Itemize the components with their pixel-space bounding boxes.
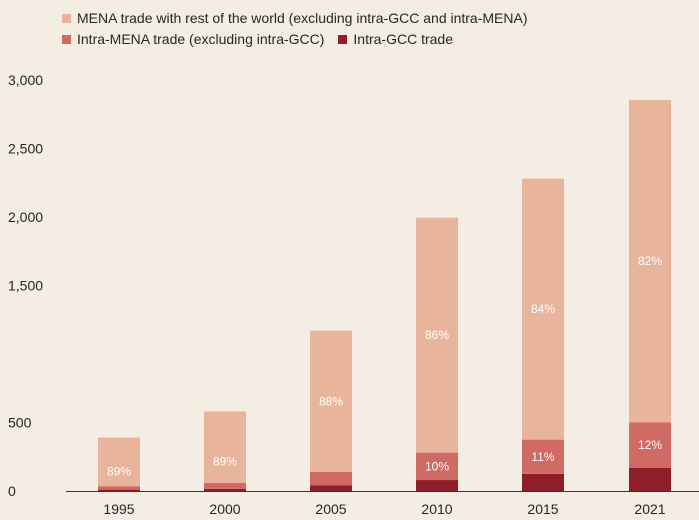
- data-label-rest-of-world: 82%: [638, 254, 662, 268]
- bar-segment-intra-gcc: [522, 473, 564, 491]
- y-tick-label: 0: [8, 483, 16, 499]
- legend: MENA trade with rest of the world (exclu…: [62, 8, 542, 50]
- bar-segment-intra-gcc: [98, 489, 140, 491]
- legend-item-intra-gcc: Intra-GCC trade: [338, 29, 453, 50]
- bar-segment-intra-mena: [98, 486, 140, 490]
- y-tick-label: 3,000: [8, 72, 43, 88]
- data-label-rest-of-world: 88%: [319, 394, 343, 408]
- legend-row-2: Intra-MENA trade (excluding intra-GCC) I…: [62, 29, 542, 50]
- bar-segment-rest-of-world: [416, 217, 458, 453]
- bar-segment-intra-mena: [204, 482, 246, 489]
- x-tick-label: 2010: [421, 501, 452, 517]
- y-tick-label: 2,500: [8, 141, 43, 157]
- bar-segment-rest-of-world: [98, 437, 140, 487]
- legend-row-1: MENA trade with rest of the world (exclu…: [62, 8, 542, 29]
- data-label-rest-of-world: 89%: [213, 454, 237, 468]
- bar-segment-intra-gcc: [204, 488, 246, 491]
- y-tick-label: 500: [8, 415, 32, 431]
- x-tick-label: 2000: [209, 501, 240, 517]
- legend-label-intra-mena: Intra-MENA trade (excluding intra-GCC): [77, 31, 325, 47]
- bar-segment-intra-gcc: [629, 467, 671, 491]
- legend-swatch-intra-gcc: [338, 35, 348, 44]
- data-label-intra-mena: 10%: [425, 459, 449, 473]
- bar-segment-intra-gcc: [416, 480, 458, 491]
- x-tick-label: 1995: [103, 501, 134, 517]
- bar-segment-intra-mena: [310, 471, 352, 486]
- bar-segment-intra-mena: [629, 422, 671, 468]
- bar-segment-intra-gcc: [310, 485, 352, 491]
- data-label-rest-of-world: 84%: [531, 302, 555, 316]
- bar-segment-intra-mena: [416, 452, 458, 481]
- x-tick-label: 2005: [315, 501, 346, 517]
- x-tick-label: 2015: [527, 501, 558, 517]
- data-label-rest-of-world: 89%: [107, 465, 131, 479]
- data-label-intra-mena: 12%: [638, 438, 662, 452]
- data-label-intra-mena: 11%: [531, 450, 554, 464]
- legend-label-rest-of-world: MENA trade with rest of the world (exclu…: [77, 10, 528, 26]
- y-tick-label: 2,000: [8, 209, 43, 225]
- x-tick-label: 2021: [634, 501, 665, 517]
- y-tick-label: 1,500: [8, 278, 43, 294]
- bar-segment-rest-of-world: [310, 330, 352, 472]
- bar-segment-rest-of-world: [204, 411, 246, 483]
- bar-segment-rest-of-world: [522, 178, 564, 440]
- bar-segment-intra-mena: [522, 439, 564, 474]
- data-label-rest-of-world: 86%: [425, 328, 449, 342]
- legend-label-intra-gcc: Intra-GCC trade: [353, 31, 454, 47]
- bar-segment-rest-of-world: [629, 99, 671, 423]
- legend-swatch-intra-mena: [62, 35, 71, 44]
- legend-item-intra-mena: Intra-MENA trade (excluding intra-GCC): [62, 29, 324, 50]
- legend-item-rest-of-world: MENA trade with rest of the world (exclu…: [62, 8, 528, 29]
- legend-swatch-rest-of-world: [62, 14, 71, 23]
